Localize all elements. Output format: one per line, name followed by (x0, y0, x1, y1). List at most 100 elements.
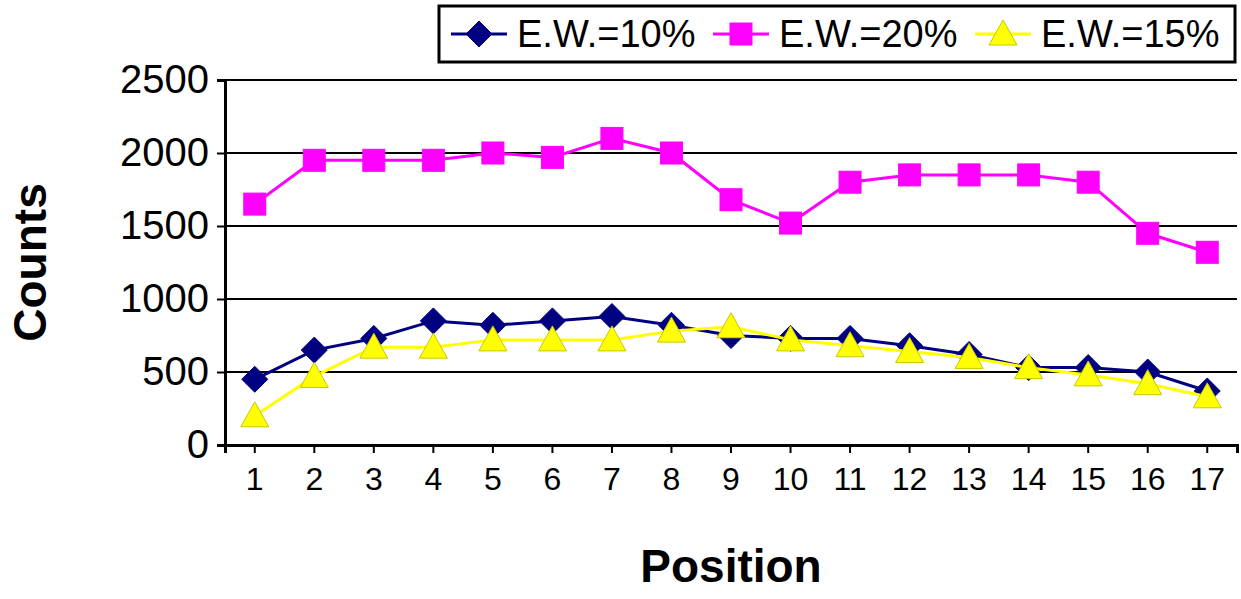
x-tick-mark (670, 445, 672, 453)
y-tick-label: 1000 (120, 276, 209, 320)
series-marker (660, 142, 682, 164)
x-tick-label: 7 (603, 461, 621, 497)
x-tick-label: 8 (663, 461, 681, 497)
x-tick-label: 1 (246, 461, 264, 497)
legend-marker (730, 23, 752, 45)
series-marker (538, 326, 566, 351)
x-tick: 14 (1011, 445, 1047, 497)
y-tick: 500 (142, 349, 225, 393)
x-tick: 3 (365, 445, 383, 497)
series-marker (244, 193, 266, 215)
series-marker (420, 308, 446, 334)
x-tick: 4 (424, 445, 442, 497)
y-tick-mark (217, 299, 225, 301)
series-marker (657, 317, 685, 342)
y-tick: 2000 (120, 130, 225, 174)
series-marker (958, 164, 980, 186)
x-tick-label: 3 (365, 461, 383, 497)
series-marker (541, 146, 563, 168)
legend-label: E.W.=15% (1041, 13, 1219, 55)
series-marker (1074, 361, 1102, 386)
x-tick-label: 6 (544, 461, 562, 497)
y-tick: 1000 (120, 276, 225, 320)
series-marker (780, 212, 802, 234)
x-tick-mark (1147, 445, 1149, 453)
y-tick-label: 500 (142, 349, 209, 393)
x-tick-mark (1028, 445, 1030, 453)
x-axis: 1234567891011121314151617 (226, 445, 1238, 497)
x-tick-label: 5 (484, 461, 502, 497)
series-line (255, 138, 1207, 252)
x-tick-mark (254, 445, 256, 453)
plot-area (241, 127, 1221, 426)
x-tick: 11 (833, 445, 866, 497)
x-tick: 7 (603, 445, 621, 497)
y-tick-mark (217, 226, 225, 228)
x-tick-mark (790, 445, 792, 453)
y-tick-label: 0 (187, 422, 209, 466)
x-tick: 5 (484, 445, 502, 497)
x-tick-mark (849, 445, 851, 453)
chart: 0500100015002000250012345678910111213141… (0, 0, 1241, 599)
grid-line (225, 225, 1237, 227)
series-marker (777, 326, 805, 351)
series-marker (598, 326, 626, 351)
y-tick-label: 2000 (120, 130, 209, 174)
x-tick-mark (968, 445, 970, 453)
y-tick-mark (217, 445, 225, 447)
y-axis-title: Counts (4, 183, 56, 341)
x-tick: 2 (305, 445, 323, 497)
x-tick-mark (1087, 445, 1089, 453)
series-marker (839, 171, 861, 193)
x-tick-label: 17 (1189, 461, 1225, 497)
series-marker (1077, 171, 1099, 193)
series-marker (300, 362, 328, 387)
x-tick: 9 (722, 445, 740, 497)
series-marker (242, 366, 268, 392)
x-tick-mark (611, 445, 613, 453)
grid-line (225, 298, 1237, 300)
x-tick-label: 13 (951, 461, 987, 497)
x-tick-label: 10 (773, 461, 809, 497)
x-axis-line (226, 446, 1238, 454)
series-marker (956, 341, 982, 367)
y-tick: 1500 (120, 203, 225, 247)
x-tick-label: 9 (722, 461, 740, 497)
x-tick-mark (1206, 445, 1208, 453)
x-tick: 16 (1130, 445, 1166, 497)
series-marker (720, 189, 742, 211)
legend-marker (466, 21, 492, 47)
legend: E.W.=10%E.W.=20%E.W.=15% (439, 6, 1235, 62)
series-marker (1015, 354, 1043, 379)
x-tick: 8 (663, 445, 681, 497)
x-tick-mark (432, 445, 434, 453)
series-marker (422, 149, 444, 171)
y-tick-mark (217, 372, 225, 374)
legend-label: E.W.=10% (517, 13, 695, 55)
x-tick-label: 11 (833, 461, 866, 497)
legend-marker (989, 20, 1017, 45)
y-tick-mark (217, 80, 225, 82)
y-tick-mark (217, 153, 225, 155)
x-tick: 13 (951, 445, 987, 497)
series-marker (241, 402, 269, 427)
x-tick-label: 16 (1130, 461, 1166, 497)
x-tick-label: 15 (1070, 461, 1106, 497)
x-tick-mark (909, 445, 911, 453)
x-tick-label: 14 (1011, 461, 1047, 497)
x-tick: 6 (544, 445, 562, 497)
y-tick: 0 (187, 422, 225, 466)
x-tick: 15 (1070, 445, 1106, 497)
y-axis-line (217, 81, 226, 446)
x-tick-label: 2 (305, 461, 323, 497)
series-marker (1193, 383, 1221, 408)
x-axis-title: Position (640, 540, 821, 592)
series-marker (360, 333, 388, 358)
x-tick-mark (730, 445, 732, 453)
series-marker (899, 164, 921, 186)
x-tick: 10 (773, 445, 809, 497)
series-marker (301, 337, 327, 363)
series-marker (836, 332, 864, 357)
x-tick: 12 (892, 445, 928, 497)
series-line (255, 327, 1207, 416)
